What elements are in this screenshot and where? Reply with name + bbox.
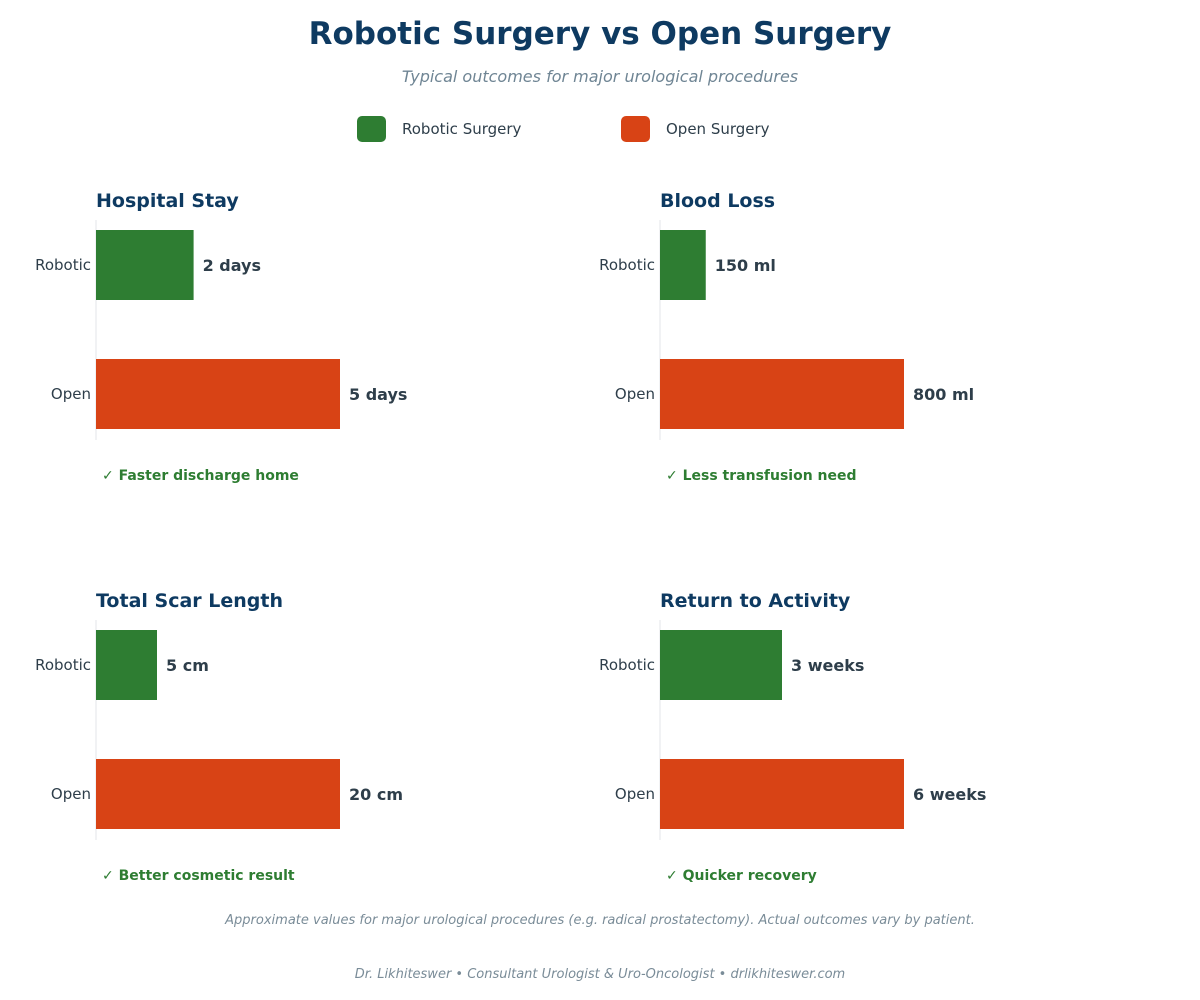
bar-hospital-stay-robotic <box>96 230 194 300</box>
credit-line: Dr. Likhiteswer • Consultant Urologist &… <box>354 967 846 982</box>
panel-title-total-scar-length: Total Scar Length <box>96 590 283 612</box>
panel-title-return-to-activity: Return to Activity <box>660 590 851 612</box>
legend-item-open: Open Surgery <box>621 116 770 142</box>
value-label-hospital-stay-open: 5 days <box>349 385 407 404</box>
benefit-note-total-scar-length: ✓ Better cosmetic result <box>102 868 295 884</box>
value-label-return-to-activity-open: 6 weeks <box>913 785 986 804</box>
bar-blood-loss-robotic <box>660 230 706 300</box>
bar-total-scar-length-open <box>96 759 340 829</box>
value-label-blood-loss-open: 800 ml <box>913 385 974 404</box>
bar-return-to-activity-robotic <box>660 630 782 700</box>
legend-item-robotic: Robotic Surgery <box>357 116 521 142</box>
category-label-hospital-stay-open: Open <box>51 385 91 403</box>
value-label-blood-loss-robotic: 150 ml <box>715 256 776 275</box>
benefit-note-return-to-activity: ✓ Quicker recovery <box>666 868 817 884</box>
page-subtitle: Typical outcomes for major urological pr… <box>401 67 799 86</box>
bar-total-scar-length-robotic <box>96 630 157 700</box>
value-label-return-to-activity-robotic: 3 weeks <box>791 656 864 675</box>
bar-return-to-activity-open <box>660 759 904 829</box>
value-label-hospital-stay-robotic: 2 days <box>203 256 261 275</box>
footnote: Approximate values for major urological … <box>225 913 975 928</box>
bar-blood-loss-open <box>660 359 904 429</box>
panel-title-hospital-stay: Hospital Stay <box>96 190 239 212</box>
benefit-note-blood-loss: ✓ Less transfusion need <box>666 468 857 484</box>
benefit-note-hospital-stay: ✓ Faster discharge home <box>102 468 299 484</box>
category-label-blood-loss-open: Open <box>615 385 655 403</box>
category-label-return-to-activity-robotic: Robotic <box>599 656 655 674</box>
page-title: Robotic Surgery vs Open Surgery <box>308 16 892 52</box>
legend-label-robotic: Robotic Surgery <box>402 120 522 138</box>
category-label-total-scar-length-open: Open <box>51 785 91 803</box>
panel-title-blood-loss: Blood Loss <box>660 190 775 212</box>
value-label-total-scar-length-open: 20 cm <box>349 785 403 804</box>
category-label-return-to-activity-open: Open <box>615 785 655 803</box>
legend-swatch-open <box>621 116 650 142</box>
value-label-total-scar-length-robotic: 5 cm <box>166 656 209 675</box>
category-label-total-scar-length-robotic: Robotic <box>35 656 91 674</box>
legend-swatch-robotic <box>357 116 386 142</box>
category-label-blood-loss-robotic: Robotic <box>599 256 655 274</box>
category-label-hospital-stay-robotic: Robotic <box>35 256 91 274</box>
bar-hospital-stay-open <box>96 359 340 429</box>
legend-label-open: Open Surgery <box>666 120 770 138</box>
